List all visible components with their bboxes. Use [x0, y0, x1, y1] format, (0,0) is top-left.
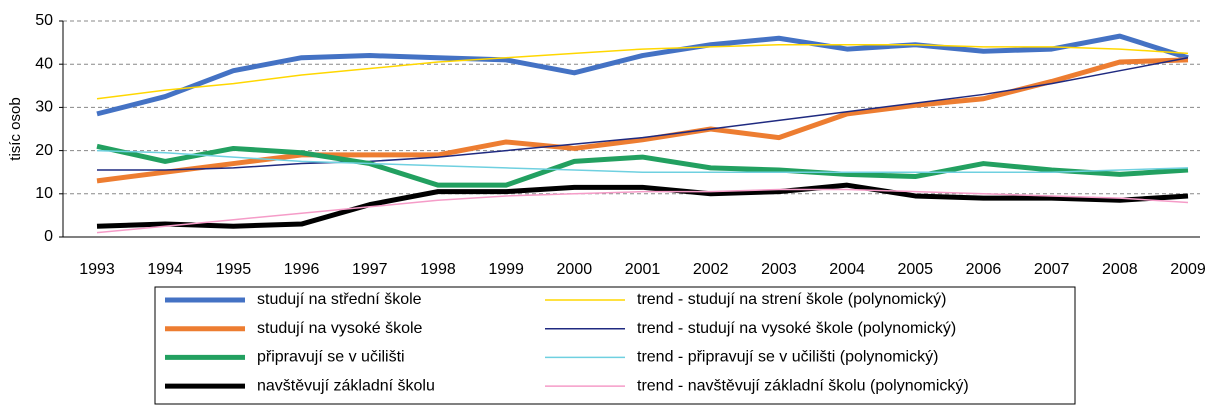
legend-label: trend - připravují se v učilišti (polyno…: [637, 349, 938, 366]
series-line: [96, 149, 1189, 173]
legend-box: [154, 286, 1076, 405]
series-line: [96, 44, 1189, 100]
y-tick-label: 30: [35, 99, 53, 116]
x-tick-label: 2007: [1034, 261, 1070, 278]
series-line: [96, 188, 1189, 234]
x-tick-label: 2005: [897, 261, 933, 278]
y-tick-label: 0: [44, 228, 53, 245]
x-tick-label: 2001: [625, 261, 661, 278]
x-tick-label: 2000: [557, 261, 593, 278]
y-tick-label: 50: [35, 12, 53, 29]
series-line: [96, 143, 1189, 188]
legend-label: studují na střední škole: [257, 291, 422, 308]
y-tick-label: 40: [35, 55, 53, 72]
y-tick-label: 20: [35, 142, 53, 159]
y-axis-label: tisíc osob: [7, 97, 24, 160]
x-tick-label: 2004: [829, 261, 865, 278]
legend-label: studují na vysoké škole: [257, 320, 423, 337]
legend-label: trend - studují na strení škole (polynom…: [637, 291, 946, 308]
x-tick-label: 2002: [693, 261, 729, 278]
legend-label: navštěvují základní školu: [257, 377, 435, 394]
series-line: [96, 182, 1189, 229]
x-tick-label: 1999: [488, 261, 524, 278]
series-line: [96, 33, 1189, 117]
legend-label: trend - studují na vysoké škole (polynom…: [637, 320, 956, 337]
x-tick-label: 1998: [420, 261, 456, 278]
x-tick-label: 2006: [966, 261, 1002, 278]
legend-label: trend - navštěvují základní školu (polyn…: [637, 377, 969, 394]
x-tick-label: 2008: [1102, 261, 1138, 278]
x-tick-label: 1995: [216, 261, 252, 278]
x-tick-label: 1997: [352, 261, 388, 278]
x-tick-label: 2003: [761, 261, 797, 278]
legend-label: připravují se v učilišti: [257, 349, 405, 366]
series-line: [97, 56, 1189, 171]
y-tick-label: 10: [35, 185, 53, 202]
x-tick-label: 1996: [284, 261, 320, 278]
x-tick-label: 2009: [1170, 261, 1206, 278]
x-tick-label: 1993: [79, 261, 115, 278]
x-tick-label: 1994: [147, 261, 183, 278]
series-line: [96, 57, 1189, 184]
